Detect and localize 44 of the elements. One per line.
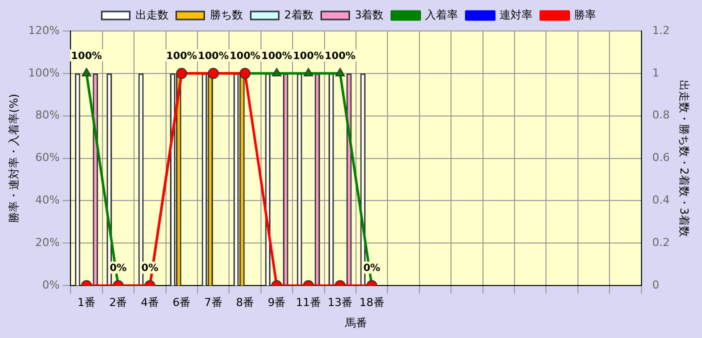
y2-tick-label: 0	[652, 278, 660, 292]
y2-axis-title: 出走数・勝ち数・2着数・3着数	[678, 80, 691, 237]
y-tick-label: 20%	[35, 236, 60, 250]
y2-tick-label: 1	[652, 66, 660, 80]
x-tick-label: 8番	[236, 296, 254, 310]
y-tick-label: 40%	[35, 194, 60, 207]
x-tick-label: 18番	[359, 296, 384, 310]
data-label: 100%	[71, 51, 102, 62]
y-tick-label: 60%	[35, 151, 60, 164]
y2-tick-label: 1.2	[652, 24, 670, 37]
legend-label: 入着率	[425, 8, 458, 22]
y2-tick-label: 0.2	[652, 236, 670, 250]
legend-label: 2着数	[284, 8, 314, 22]
legend-label: 出走数	[135, 8, 168, 22]
y-axis-title: 勝率・連対率・入着率(%)	[7, 94, 20, 223]
x-tick-label: 6番	[172, 296, 191, 310]
data-label: 100%	[230, 51, 260, 62]
legend-label: 勝率	[574, 8, 596, 22]
data-label: 0%	[363, 263, 380, 274]
data-label: 100%	[166, 51, 198, 62]
x-tick-label: 7番	[204, 296, 222, 310]
y2-tick-label: 0.6	[652, 151, 670, 164]
x-tick-label: 13番	[328, 296, 353, 310]
y2-tick-label: 0.8	[652, 108, 670, 122]
y-tick-label: 100%	[28, 66, 60, 80]
x-tick-label: 9番	[268, 296, 286, 310]
data-label: 0%	[141, 263, 158, 274]
x-tick-label: 2番	[109, 296, 128, 310]
legend-label: 連対率	[500, 8, 533, 22]
y-tick-label: 120%	[28, 24, 60, 37]
y-tick-label: 0%	[42, 278, 60, 292]
data-label: 0%	[110, 263, 127, 274]
data-label: 100%	[261, 51, 292, 62]
x-tick-label: 4番	[140, 296, 159, 310]
x-tick-label: 11番	[296, 296, 321, 310]
legend-label: 3着数	[354, 8, 384, 22]
legend-label: 勝ち数	[210, 8, 243, 22]
y2-tick-label: 0.4	[652, 194, 670, 207]
data-label: 100%	[324, 51, 356, 62]
data-label: 100%	[292, 51, 324, 62]
data-label: 100%	[198, 51, 229, 62]
x-axis-title: 馬番	[344, 316, 367, 330]
y-tick-label: 80%	[35, 108, 60, 122]
x-tick-label: 1番	[78, 296, 96, 310]
